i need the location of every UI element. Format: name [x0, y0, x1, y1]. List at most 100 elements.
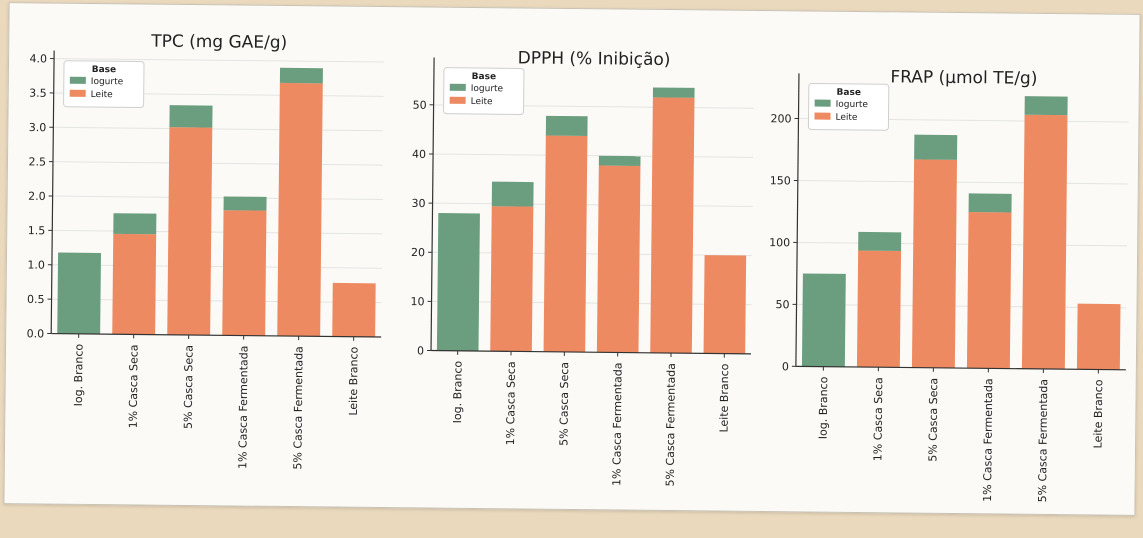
gridline: [51, 264, 382, 269]
y-tick-label: 50: [413, 99, 427, 112]
legend: Base Iogurte Leite: [807, 83, 890, 131]
y-tick-label: 2.0: [28, 190, 46, 203]
chart-title: TPC (mg GAE/g): [150, 32, 287, 53]
bar-iogurte: [113, 213, 157, 235]
bar-iogurte: [279, 67, 323, 84]
y-tick-label: 200: [770, 112, 791, 125]
paper-sheet: TPC (mg GAE/g) 0.0 0.5 1.0 1.5 2.0 2.5 3.0 3.5 4.…: [3, 2, 1141, 516]
x-tick-label: Iog. Branco: [451, 360, 465, 423]
bar-iogurte: [436, 213, 480, 352]
y-tick-label: 40: [412, 148, 426, 161]
legend-swatch-leite: [814, 112, 831, 120]
legend-swatch-leite: [449, 96, 466, 104]
bar-leite: [703, 255, 747, 354]
x-tick-label: 5% Casca Seca: [182, 345, 196, 429]
x-tick-label: 5% Casca Seca: [926, 378, 940, 462]
chart-title: FRAP (µmol TE/g): [890, 67, 1037, 89]
x-tick-label: Leite Branco: [718, 363, 732, 432]
legend-label: Iogurte: [836, 100, 869, 110]
legend: Base Iogurte Leite: [63, 60, 145, 108]
bar-leite: [856, 250, 902, 368]
bar-iogurte: [545, 115, 588, 136]
gridline: [796, 303, 1127, 309]
bar-leite: [112, 233, 157, 335]
x-tick-label: Iog. Branco: [817, 376, 831, 439]
y-tick-label: 4.0: [29, 52, 47, 65]
bar-iogurte: [914, 134, 958, 160]
x-axis: [795, 365, 1126, 371]
y-tick-label: 0.0: [27, 327, 45, 340]
bar-iogurte: [57, 252, 101, 335]
legend-title: Base: [836, 88, 861, 98]
x-tick-label: 1% Casca Fermentada: [236, 346, 250, 470]
legend: Base Iogurte Leite: [443, 67, 525, 115]
chart-panel-1: TPC (mg GAE/g) 0.0 0.5 1.0 1.5 2.0 2.5 3.0 3.5 4.…: [27, 32, 385, 470]
gridline: [433, 153, 754, 158]
bar-leite: [1076, 303, 1121, 370]
bar-iogurte: [1024, 96, 1068, 116]
bar-iogurte: [858, 231, 902, 251]
y-tick-label: 2.5: [28, 155, 46, 168]
chart-panel-3: FRAP (µmol TE/g) 0 50 100 150 200 Iog. Branco 1…: [769, 67, 1129, 503]
gridline: [52, 161, 383, 166]
bar-iogurte: [652, 87, 695, 98]
chart-title: DPPH (% Inibição): [518, 48, 671, 70]
legend-label: Leite: [91, 90, 114, 100]
y-tick-label: 1.0: [27, 259, 45, 272]
bar-iogurte: [491, 181, 534, 207]
y-tick-label: 30: [412, 197, 426, 210]
y-tick-label: 0: [782, 360, 789, 373]
bar-leite: [277, 82, 323, 337]
y-tick-label: 3.5: [29, 87, 47, 100]
gridline: [52, 195, 383, 201]
gridline: [432, 202, 753, 207]
legend-swatch-iogurte: [449, 83, 466, 91]
x-tick-label: Leite Branco: [1092, 379, 1106, 448]
x-tick-label: 1% Casca Fermentada: [981, 378, 995, 502]
bar-iogurte: [968, 193, 1012, 213]
gridline: [54, 58, 385, 63]
gridline: [432, 251, 753, 257]
x-tick-label: 1% Casca Fermentada: [610, 362, 624, 486]
gridline: [51, 298, 382, 304]
bar-leite: [1021, 114, 1068, 370]
x-tick-label: 5% Casca Fermentada: [291, 346, 305, 470]
gridline: [797, 179, 1128, 185]
charts-figure: TPC (mg GAE/g) 0.0 0.5 1.0 1.5 2.0 2.5 3.0 3.5 4.…: [27, 32, 1129, 503]
bar-leite: [596, 165, 641, 353]
gridline: [431, 300, 752, 306]
x-tick-label: 5% Casca Fermentada: [664, 363, 678, 487]
bar-leite: [650, 97, 695, 354]
bar-iogurte: [169, 105, 213, 128]
bar-leite: [167, 127, 213, 336]
bar-leite: [222, 210, 267, 336]
y-tick-label: 0.5: [27, 293, 45, 306]
y-tick-label: 3.0: [29, 121, 47, 134]
legend-swatch-iogurte: [69, 76, 86, 84]
y-tick-label: 50: [775, 298, 789, 311]
x-tick-label: 1% Casca Seca: [504, 361, 518, 445]
x-tick-label: 1% Casca Seca: [871, 377, 885, 461]
y-axis: [795, 73, 800, 367]
chart-panel-2: DPPH (% Inibição) 0 10 20 30 40 50 Iog. Branco 1…: [410, 48, 754, 487]
y-tick-label: 100: [769, 236, 790, 249]
legend-swatch-iogurte: [814, 99, 831, 107]
x-axis: [431, 349, 752, 355]
legend-label: Leite: [471, 97, 494, 107]
bar-iogurte: [598, 155, 641, 166]
y-axis: [430, 57, 435, 351]
bar-iogurte: [223, 196, 267, 211]
legend-title: Base: [92, 65, 117, 75]
gridline: [53, 126, 384, 132]
bar-leite: [966, 212, 1012, 369]
bar-leite: [332, 282, 376, 337]
y-tick-label: 0: [417, 344, 424, 357]
x-tick-label: 5% Casca Seca: [557, 362, 571, 446]
x-tick-label: 5% Casca Fermentada: [1036, 379, 1050, 503]
y-tick-label: 150: [770, 174, 791, 187]
legend-label: Leite: [835, 113, 858, 123]
gridline: [52, 229, 383, 235]
x-tick-label: Iog. Branco: [72, 344, 86, 407]
bar-iogurte: [801, 273, 846, 367]
y-axis: [50, 50, 55, 334]
